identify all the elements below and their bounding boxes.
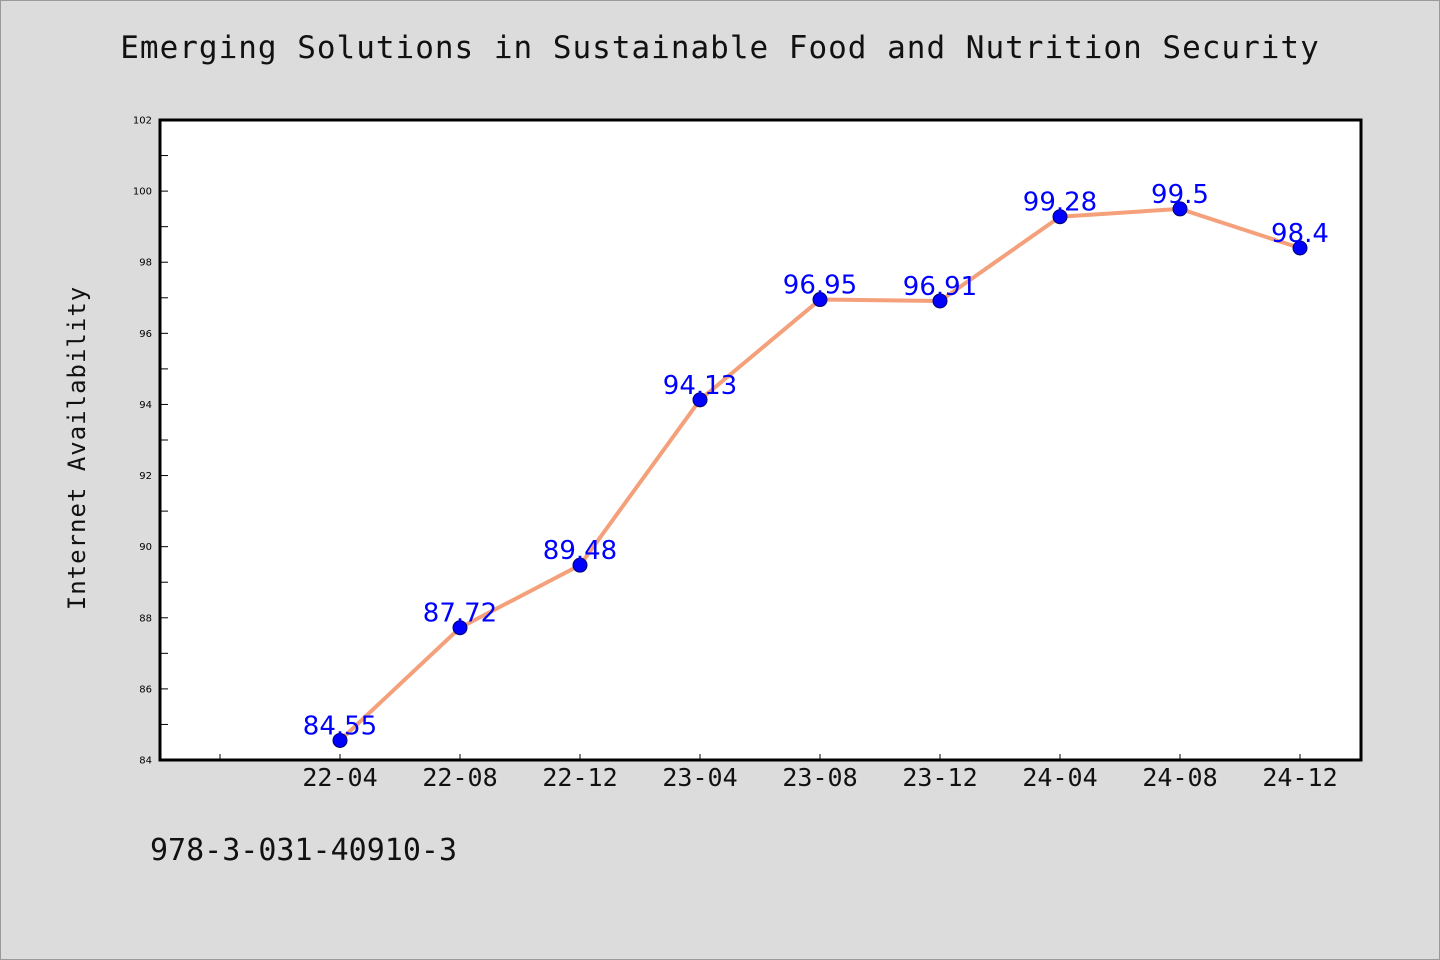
data-point bbox=[1292, 240, 1308, 256]
data-point bbox=[692, 392, 708, 408]
y-tick-label: 94 bbox=[139, 400, 152, 411]
data-point bbox=[1172, 201, 1188, 217]
y-tick-label: 92 bbox=[139, 471, 152, 482]
data-label: 89.48 bbox=[543, 536, 617, 566]
data-point bbox=[572, 557, 588, 573]
data-label: 96.95 bbox=[783, 271, 857, 301]
data-label: 96.91 bbox=[903, 272, 977, 302]
x-tick-label: 22-04 bbox=[302, 763, 377, 792]
data-label: 94.13 bbox=[663, 371, 737, 401]
x-tick-label: 22-08 bbox=[422, 763, 497, 792]
isbn-text: 978-3-031-40910-3 bbox=[150, 833, 458, 868]
y-tick-label: 90 bbox=[139, 542, 152, 553]
data-label: 98.4 bbox=[1271, 219, 1329, 249]
x-tick-label: 22-12 bbox=[542, 763, 617, 792]
data-label: 87.72 bbox=[423, 599, 497, 629]
data-label: 84.55 bbox=[303, 711, 377, 741]
x-tick-label: 24-08 bbox=[1142, 763, 1217, 792]
x-tick-label: 23-12 bbox=[902, 763, 977, 792]
data-point bbox=[812, 292, 828, 308]
data-point bbox=[332, 732, 348, 748]
x-tick-label: 23-08 bbox=[782, 763, 857, 792]
x-tick-label: 23-04 bbox=[662, 763, 737, 792]
plot-border bbox=[158, 118, 1363, 762]
plot-area bbox=[160, 120, 1361, 760]
x-tick-label: 24-04 bbox=[1022, 763, 1097, 792]
y-tick-label: 100 bbox=[133, 187, 152, 198]
data-label: 99.28 bbox=[1023, 188, 1097, 218]
y-tick-label: 96 bbox=[139, 329, 152, 340]
y-tick-label: 102 bbox=[133, 116, 152, 127]
y-tick-label: 98 bbox=[139, 258, 152, 269]
y-tick-label: 84 bbox=[139, 756, 152, 767]
data-point bbox=[932, 293, 948, 309]
y-tick-label: 88 bbox=[139, 613, 152, 624]
data-label: 99.5 bbox=[1151, 180, 1209, 210]
chart-title: Emerging Solutions in Sustainable Food a… bbox=[120, 30, 1320, 66]
data-point bbox=[1052, 209, 1068, 225]
x-tick-label: 24-12 bbox=[1262, 763, 1337, 792]
data-point bbox=[452, 620, 468, 636]
y-tick-label: 86 bbox=[139, 684, 152, 695]
